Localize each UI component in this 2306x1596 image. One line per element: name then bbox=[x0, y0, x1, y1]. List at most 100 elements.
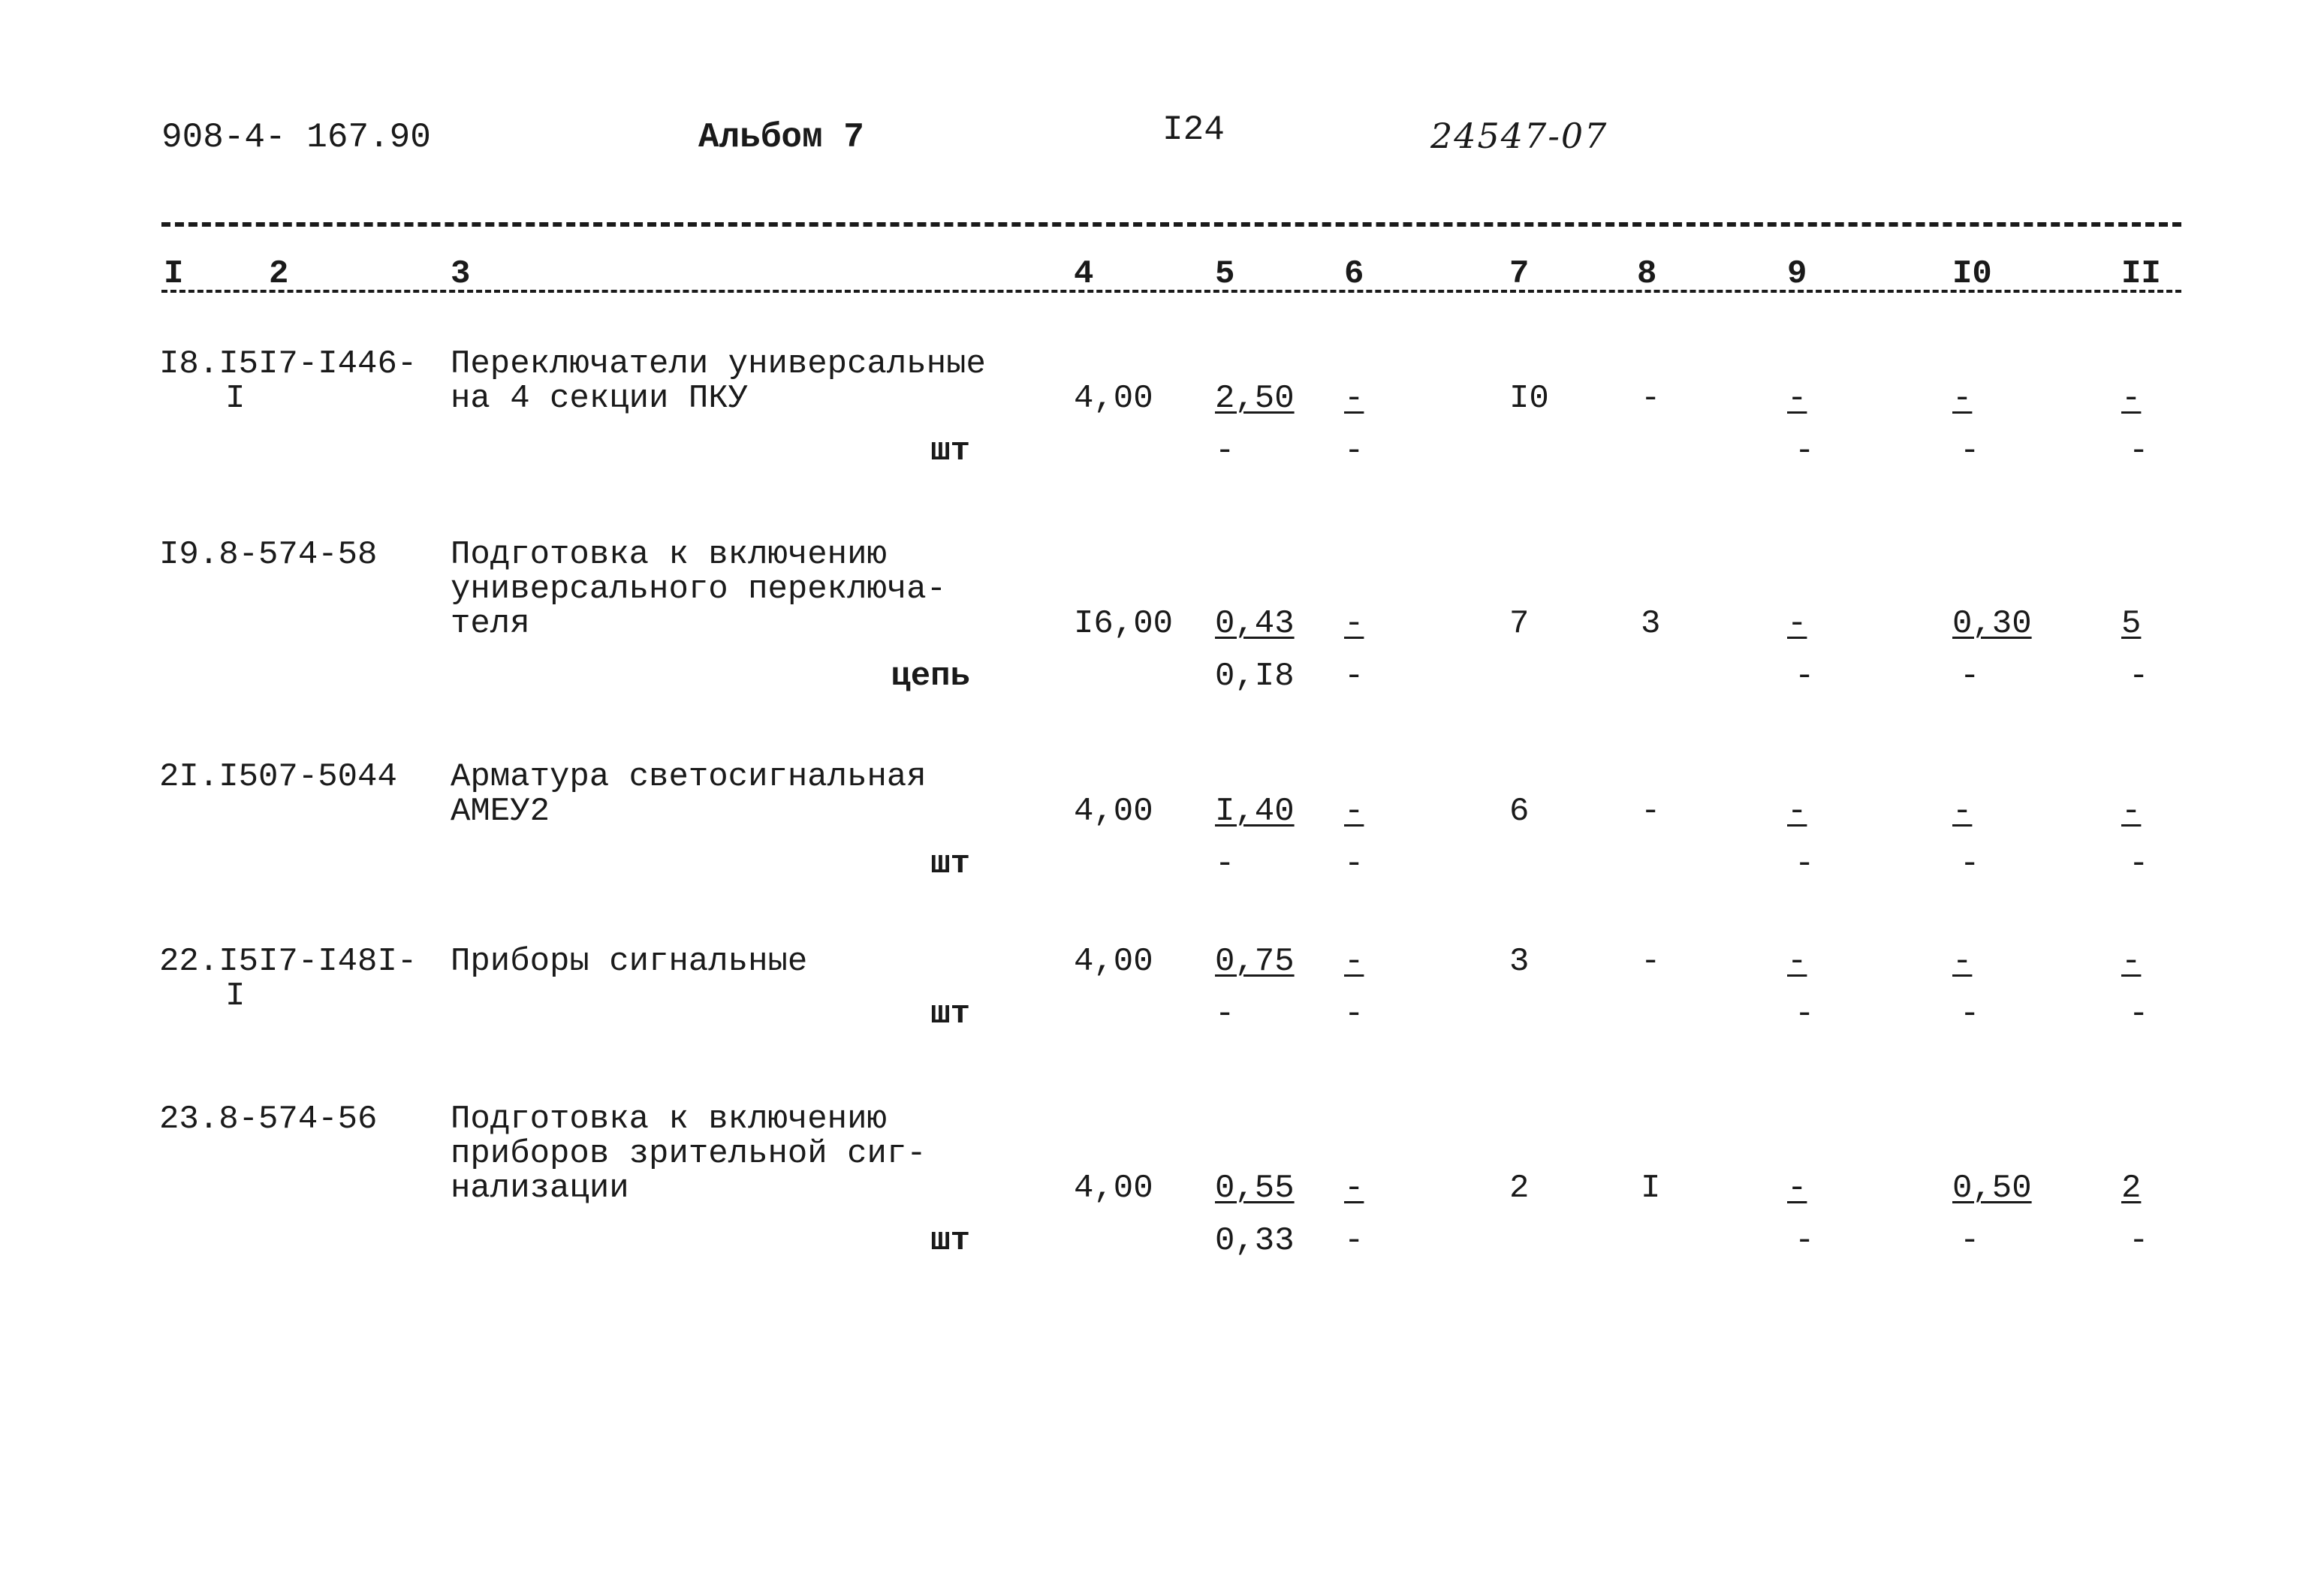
col6-bottom: - bbox=[1344, 658, 1364, 695]
column-number: 3 bbox=[451, 255, 471, 293]
col10-top: - bbox=[1952, 943, 1973, 980]
col10-top: - bbox=[1952, 380, 1973, 417]
item-name-line: АМЕУ2 bbox=[451, 793, 550, 830]
col9-bottom: - bbox=[1795, 432, 1815, 470]
item-code: I9.8-574-58 bbox=[159, 536, 378, 574]
col9-bottom: - bbox=[1795, 845, 1815, 883]
album-label: Альбом 7 bbox=[698, 118, 864, 157]
unit-label: шт bbox=[930, 995, 970, 1033]
item-code-continued: I bbox=[225, 380, 246, 417]
col10-bottom: - bbox=[1960, 995, 1980, 1033]
column-number: I0 bbox=[1952, 255, 1992, 293]
col5-bottom: - bbox=[1215, 432, 1235, 470]
quantity: I6,00 bbox=[1074, 605, 1174, 643]
col5-top: 2,50 bbox=[1215, 380, 1295, 417]
col5-bottom: 0,33 bbox=[1215, 1222, 1295, 1260]
col9-top: - bbox=[1787, 793, 1807, 830]
column-number: 5 bbox=[1215, 255, 1235, 293]
col11-bottom: - bbox=[2129, 1222, 2149, 1260]
col10-bottom: - bbox=[1960, 432, 1980, 470]
item-name-line: Подготовка к включению bbox=[451, 1101, 887, 1138]
col8-value: - bbox=[1641, 943, 1661, 980]
col9-top: - bbox=[1787, 605, 1807, 643]
unit-label: шт bbox=[930, 432, 970, 470]
col10-bottom: - bbox=[1960, 1222, 1980, 1260]
col11-top: 5 bbox=[2121, 605, 2142, 643]
col7-value: I0 bbox=[1509, 380, 1549, 417]
col6-bottom: - bbox=[1344, 845, 1364, 883]
col9-top: - bbox=[1787, 943, 1807, 980]
item-name-line: на 4 секции ПКУ bbox=[451, 380, 749, 417]
col5-bottom: - bbox=[1215, 845, 1235, 883]
col6-top: - bbox=[1344, 1170, 1364, 1207]
col5-top: 0,75 bbox=[1215, 943, 1295, 980]
col10-top: 0,50 bbox=[1952, 1170, 2032, 1207]
item-name-line: универсального переключа- bbox=[451, 571, 947, 608]
quantity: 4,00 bbox=[1074, 793, 1153, 830]
column-number: II bbox=[2121, 255, 2161, 293]
column-number: 9 bbox=[1787, 255, 1807, 293]
col8-value: 3 bbox=[1641, 605, 1661, 643]
col6-bottom: - bbox=[1344, 1222, 1364, 1260]
column-number: 2 bbox=[269, 255, 289, 293]
col9-bottom: - bbox=[1795, 995, 1815, 1033]
item-code: 22.I5I7-I48I- bbox=[159, 943, 417, 980]
col9-bottom: - bbox=[1795, 658, 1815, 695]
col8-value: - bbox=[1641, 380, 1661, 417]
col10-bottom: - bbox=[1960, 658, 1980, 695]
quantity: 4,00 bbox=[1074, 380, 1153, 417]
item-code-continued: I bbox=[225, 977, 246, 1015]
unit-label: шт bbox=[930, 1222, 970, 1260]
col9-top: - bbox=[1787, 380, 1807, 417]
col10-top: - bbox=[1952, 793, 1973, 830]
col11-top: 2 bbox=[2121, 1170, 2142, 1207]
col10-top: 0,30 bbox=[1952, 605, 2032, 643]
item-name-line: нализации bbox=[451, 1170, 629, 1207]
col6-bottom: - bbox=[1344, 995, 1364, 1033]
column-number: 8 bbox=[1637, 255, 1657, 293]
col9-bottom: - bbox=[1795, 1222, 1815, 1260]
col6-top: - bbox=[1344, 380, 1364, 417]
item-code: I8.I5I7-I446- bbox=[159, 345, 417, 383]
item-name-line: Арматура светосигнальная bbox=[451, 758, 927, 796]
col8-value: I bbox=[1641, 1170, 1661, 1207]
dashed-rule-columns bbox=[161, 290, 2181, 293]
unit-label: шт bbox=[930, 845, 970, 883]
document-number: 24547-07 bbox=[1430, 116, 1608, 156]
item-code: 2I.I507-5044 bbox=[159, 758, 397, 796]
page-number: I24 bbox=[1162, 110, 1225, 149]
col10-bottom: - bbox=[1960, 845, 1980, 883]
col11-bottom: - bbox=[2129, 995, 2149, 1033]
col5-bottom: 0,I8 bbox=[1215, 658, 1295, 695]
item-name-line: Переключатели универсальные bbox=[451, 345, 986, 383]
item-name-line: приборов зрительной сиг- bbox=[451, 1135, 927, 1173]
unit-label: цепь bbox=[891, 658, 970, 695]
col5-top: 0,55 bbox=[1215, 1170, 1295, 1207]
item-name-line: Подготовка к включению bbox=[451, 536, 887, 574]
col6-top: - bbox=[1344, 943, 1364, 980]
col5-top: 0,43 bbox=[1215, 605, 1295, 643]
col7-value: 3 bbox=[1509, 943, 1530, 980]
col5-top: I,40 bbox=[1215, 793, 1295, 830]
dashed-rule-top bbox=[161, 222, 2181, 227]
col11-bottom: - bbox=[2129, 845, 2149, 883]
quantity: 4,00 bbox=[1074, 1170, 1153, 1207]
column-number: 4 bbox=[1074, 255, 1094, 293]
col11-top: - bbox=[2121, 943, 2142, 980]
col11-bottom: - bbox=[2129, 658, 2149, 695]
col6-bottom: - bbox=[1344, 432, 1364, 470]
col7-value: 7 bbox=[1509, 605, 1530, 643]
col11-top: - bbox=[2121, 793, 2142, 830]
col6-top: - bbox=[1344, 793, 1364, 830]
col9-top: - bbox=[1787, 1170, 1807, 1207]
col6-top: - bbox=[1344, 605, 1364, 643]
col7-value: 6 bbox=[1509, 793, 1530, 830]
item-name-line: теля bbox=[451, 605, 530, 643]
series-code: 908-4- 167.90 bbox=[161, 118, 431, 157]
col7-value: 2 bbox=[1509, 1170, 1530, 1207]
column-number: 6 bbox=[1344, 255, 1364, 293]
item-name-line: Приборы сигнальные bbox=[451, 943, 808, 980]
col5-bottom: - bbox=[1215, 995, 1235, 1033]
quantity: 4,00 bbox=[1074, 943, 1153, 980]
column-number: 7 bbox=[1509, 255, 1530, 293]
